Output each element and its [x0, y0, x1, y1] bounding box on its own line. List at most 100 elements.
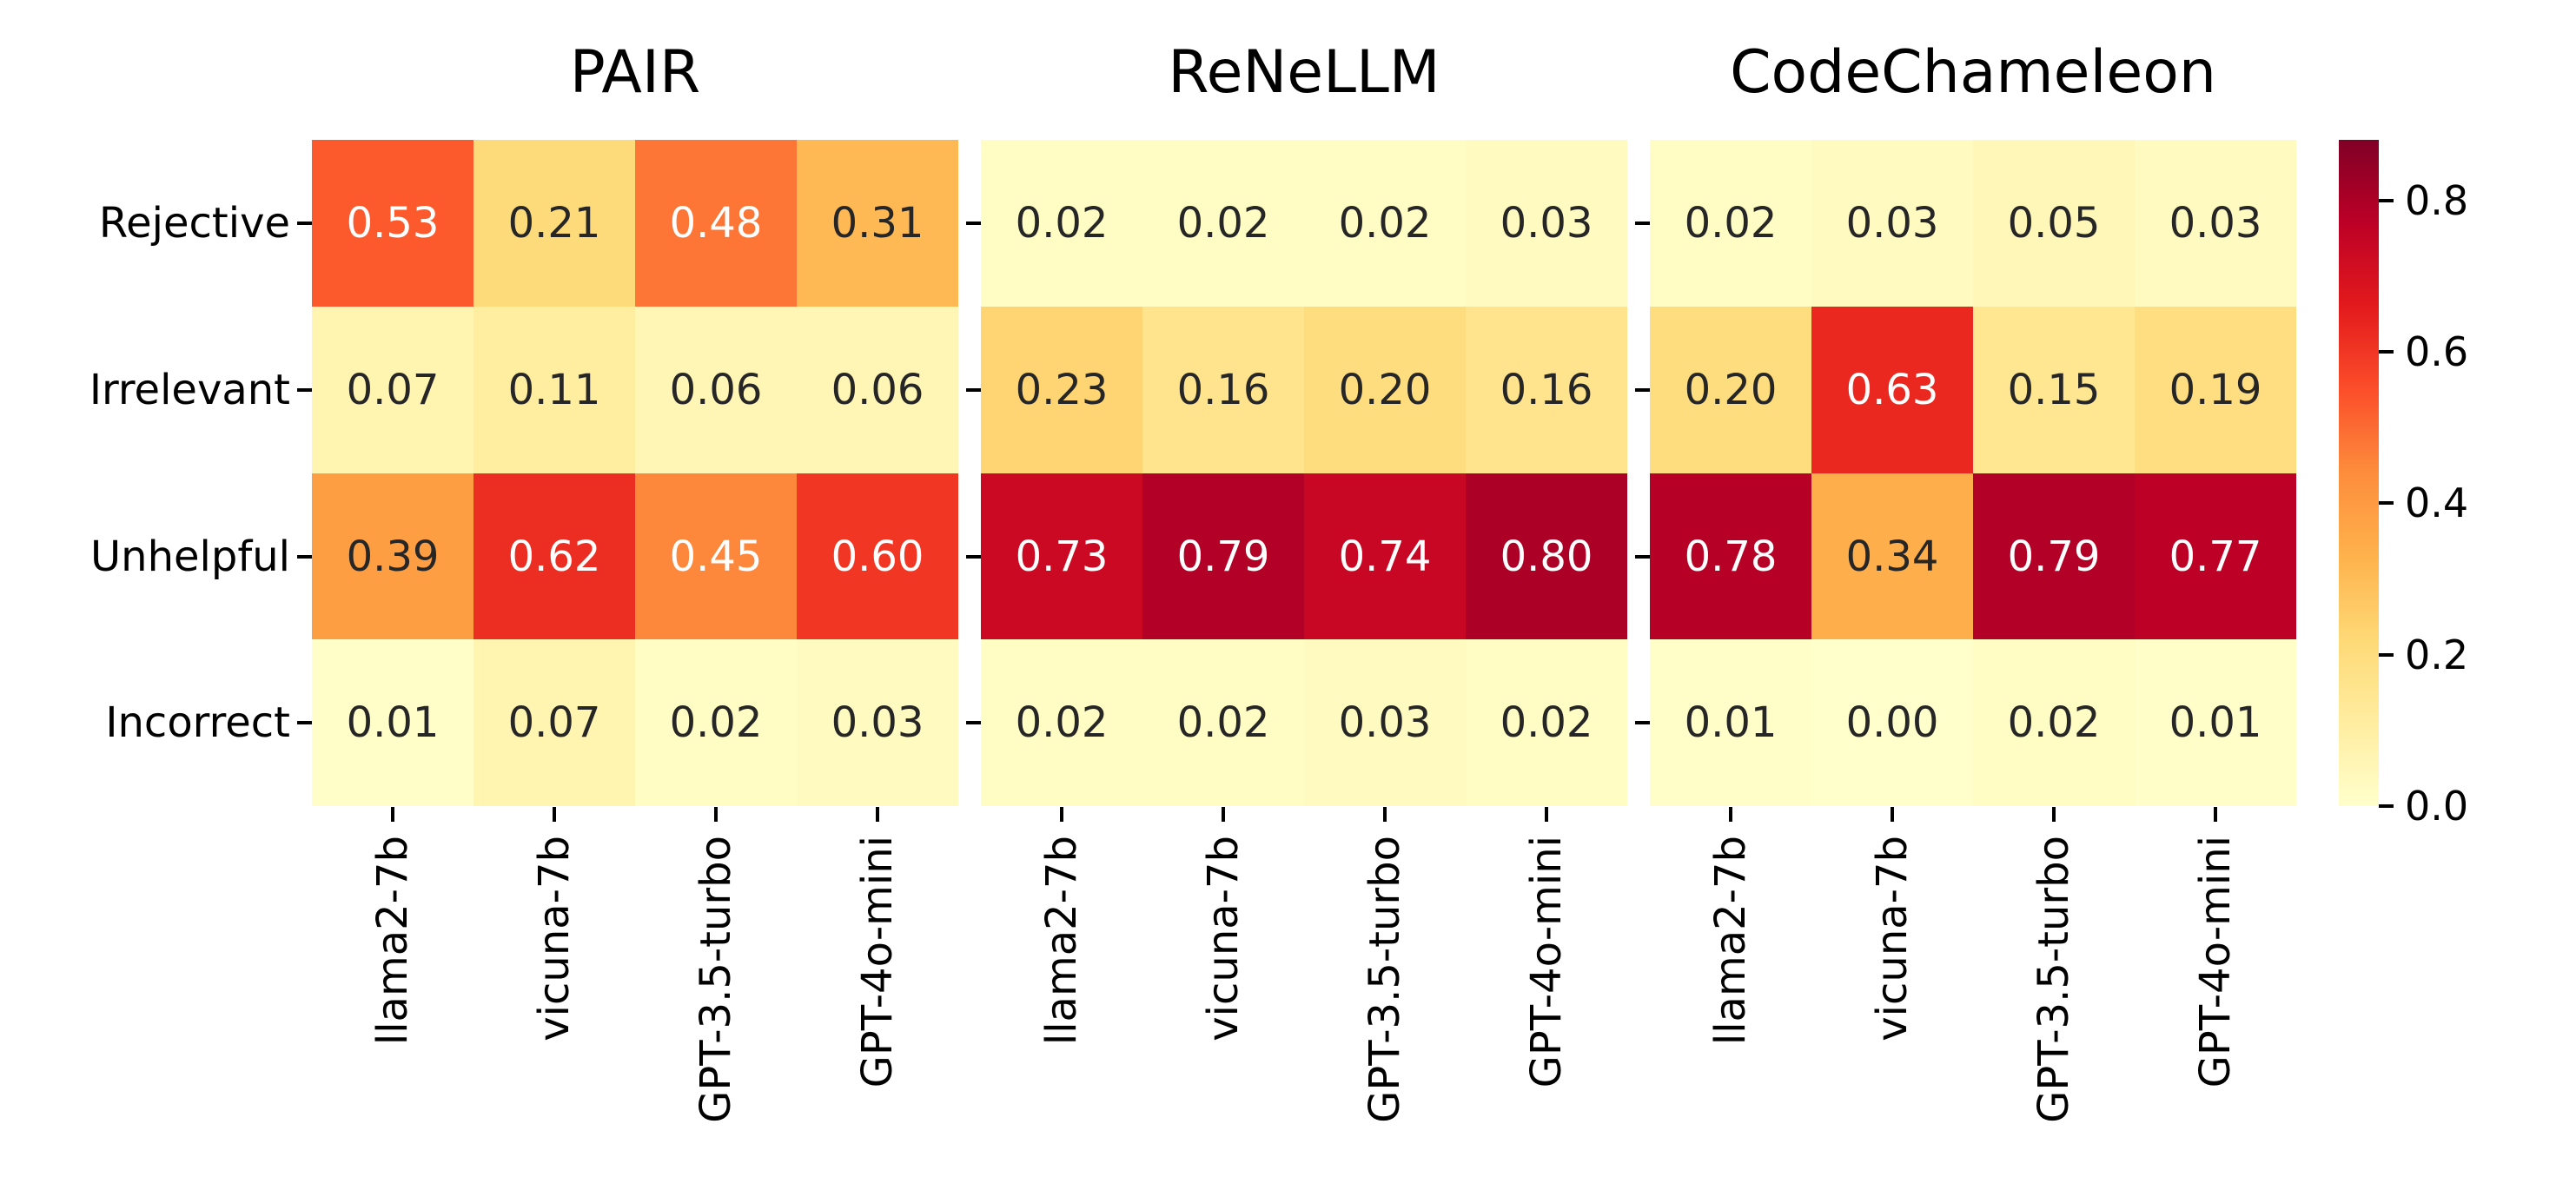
- x-tick-mark: [1222, 807, 1225, 822]
- y-tick-label: Unhelpful: [90, 532, 290, 581]
- panel-title-codechameleon: CodeChameleon: [1730, 38, 2216, 107]
- y-tick-mark: [966, 721, 981, 724]
- cell-value: 0.03: [2169, 199, 2262, 248]
- y-tick-mark: [966, 388, 981, 392]
- cell-value: 0.20: [1684, 366, 1778, 414]
- cell-value: 0.02: [1176, 698, 1270, 747]
- y-tick-mark: [297, 388, 312, 392]
- x-tick-mark: [1383, 807, 1387, 822]
- cell-value: 0.60: [831, 532, 924, 581]
- heatmap-cell: 0.20: [1650, 307, 1811, 473]
- heatmap-cell: 0.23: [981, 307, 1142, 473]
- cell-value: 0.31: [831, 199, 924, 248]
- heatmap-cell: 0.03: [797, 639, 958, 806]
- x-tick-label: llama2-7b: [1706, 836, 1755, 1046]
- x-tick-mark: [2214, 807, 2217, 822]
- cell-value: 0.03: [1338, 698, 1432, 747]
- heatmap-cell: 0.01: [2135, 639, 2296, 806]
- cell-value: 0.79: [2007, 532, 2101, 581]
- y-tick-label: Incorrect: [105, 698, 290, 747]
- x-tick-label: llama2-7b: [1037, 836, 1086, 1046]
- cell-value: 0.15: [2007, 366, 2101, 414]
- x-tick-mark: [553, 807, 556, 822]
- cell-value: 0.80: [1500, 532, 1593, 581]
- x-tick-label: GPT-3.5-turbo: [1361, 836, 1409, 1123]
- heatmap-cell: 0.16: [1466, 307, 1627, 473]
- cell-value: 0.34: [1845, 532, 1939, 581]
- heatmap-cell: 0.39: [312, 473, 473, 639]
- cell-value: 0.62: [507, 532, 601, 581]
- x-tick-label: GPT-4o-mini: [853, 836, 902, 1088]
- y-tick-mark: [297, 721, 312, 724]
- heatmap-cell: 0.07: [312, 307, 473, 473]
- heatmap-cell: 0.34: [1811, 473, 1973, 639]
- heatmap-cell: 0.02: [1142, 639, 1304, 806]
- cell-value: 0.78: [1684, 532, 1778, 581]
- cell-value: 0.01: [2169, 698, 2262, 747]
- cell-value: 0.01: [346, 698, 440, 747]
- heatmap-cell: 0.00: [1811, 639, 1973, 806]
- y-tick-mark: [1635, 222, 1650, 225]
- y-tick-mark: [966, 554, 981, 559]
- heatmap-cell: 0.15: [1973, 307, 2135, 473]
- colorbar-tick-label: 0.0: [2405, 783, 2469, 830]
- y-tick-mark: [966, 222, 981, 225]
- cell-value: 0.45: [669, 532, 763, 581]
- heatmap-cell: 0.63: [1811, 307, 1973, 473]
- cell-value: 0.20: [1338, 366, 1432, 414]
- cell-value: 0.01: [1684, 698, 1778, 747]
- x-tick-mark: [876, 807, 879, 822]
- colorbar-tick-label: 0.8: [2405, 176, 2469, 224]
- cell-value: 0.02: [1015, 199, 1109, 248]
- cell-value: 0.02: [1338, 199, 1432, 248]
- heatmap-cell: 0.45: [635, 473, 797, 639]
- cell-value: 0.16: [1500, 366, 1593, 414]
- cell-value: 0.02: [2007, 698, 2101, 747]
- cell-value: 0.06: [831, 366, 924, 414]
- heatmap-cell: 0.53: [312, 140, 473, 307]
- heatmap-cell: 0.02: [1466, 639, 1627, 806]
- heatmap-cell: 0.03: [1466, 140, 1627, 307]
- heatmap-cell: 0.02: [1650, 140, 1811, 307]
- heatmap-cell: 0.31: [797, 140, 958, 307]
- y-tick-mark: [1635, 554, 1650, 559]
- x-tick-label: llama2-7b: [368, 836, 417, 1046]
- y-tick-mark: [1635, 388, 1650, 392]
- x-tick-label: GPT-3.5-turbo: [2030, 836, 2078, 1123]
- heatmap-cell: 0.02: [1973, 639, 2135, 806]
- y-tick-mark: [297, 554, 312, 559]
- cell-value: 0.74: [1338, 532, 1432, 581]
- cell-value: 0.79: [1176, 532, 1270, 581]
- heatmap-cell: 0.20: [1304, 307, 1466, 473]
- cell-value: 0.05: [2007, 199, 2101, 248]
- cell-value: 0.07: [507, 698, 601, 747]
- heatmap-cell: 0.79: [1973, 473, 2135, 639]
- cell-value: 0.19: [2169, 366, 2262, 414]
- cell-value: 0.03: [1500, 199, 1593, 248]
- cell-value: 0.06: [669, 366, 763, 414]
- colorbar-tick-mark: [2379, 652, 2394, 657]
- heatmap-cell: 0.19: [2135, 307, 2296, 473]
- heatmap-cell: 0.03: [1811, 140, 1973, 307]
- colorbar-tick-mark: [2379, 804, 2394, 808]
- heatmap-cell: 0.60: [797, 473, 958, 639]
- cell-value: 0.02: [669, 698, 763, 747]
- x-tick-mark: [2052, 807, 2056, 822]
- cell-value: 0.07: [346, 366, 440, 414]
- cell-value: 0.48: [669, 199, 763, 248]
- heatmap-cell: 0.73: [981, 473, 1142, 639]
- heatmap-cell: 0.02: [1142, 140, 1304, 307]
- colorbar-tick-mark: [2379, 198, 2394, 202]
- cell-value: 0.00: [1845, 698, 1939, 747]
- colorbar-tick-mark: [2379, 350, 2394, 354]
- heatmap-cell: 0.05: [1973, 140, 2135, 307]
- heatmap-cell: 0.01: [312, 639, 473, 806]
- cell-value: 0.02: [1015, 698, 1109, 747]
- cell-value: 0.63: [1845, 366, 1939, 414]
- heatmap-cell: 0.80: [1466, 473, 1627, 639]
- x-tick-label: GPT-4o-mini: [1522, 836, 1571, 1088]
- cell-value: 0.21: [507, 199, 601, 248]
- panel-title-renellm: ReNeLLM: [1168, 38, 1440, 107]
- panel-title-pair: PAIR: [569, 38, 701, 107]
